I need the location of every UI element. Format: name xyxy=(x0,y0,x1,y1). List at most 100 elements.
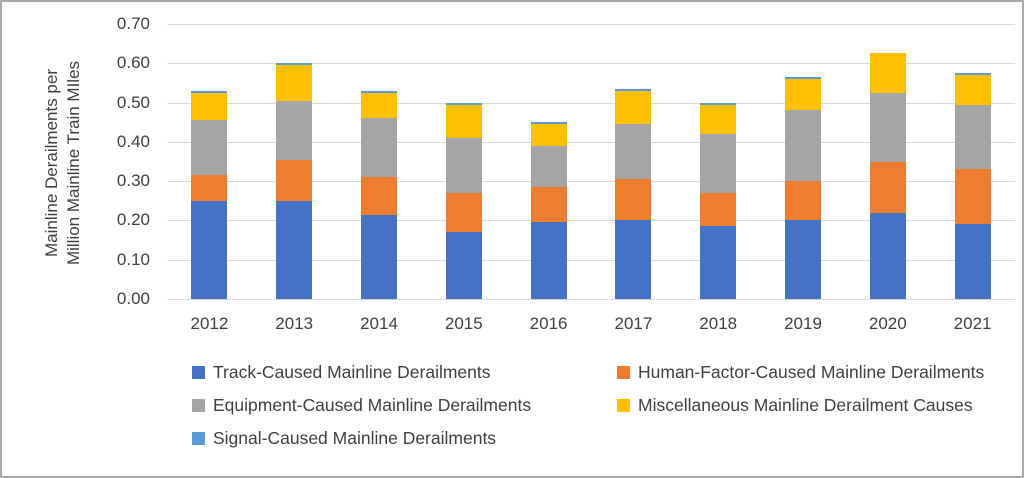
bar-segment xyxy=(276,65,313,101)
bar-segment xyxy=(954,75,991,105)
x-axis-label: 2020 xyxy=(868,314,907,333)
y-tick-label: 0.50 xyxy=(116,92,150,112)
y-tick-label: 0.40 xyxy=(116,131,150,151)
bar-segment xyxy=(954,224,991,299)
gridline xyxy=(167,220,1015,222)
gridline xyxy=(167,63,1015,65)
bar-2017 xyxy=(615,24,652,299)
gridline xyxy=(167,299,1015,300)
bar-segment xyxy=(869,53,906,93)
y-tick-label: 0.00 xyxy=(116,289,150,308)
y-axis-title-line-1: Mainline Derailments per xyxy=(42,68,61,258)
bar-segment xyxy=(530,145,567,188)
bar-segment xyxy=(361,177,397,215)
x-axis-label: 2016 xyxy=(529,314,568,333)
bar-segment xyxy=(191,92,228,121)
bar-segment xyxy=(445,102,482,105)
gridline xyxy=(167,24,1015,25)
bar-segment xyxy=(191,90,228,93)
plot-area xyxy=(167,24,1015,300)
legend-item: Miscellaneous Mainline Derailment Causes xyxy=(617,395,1004,415)
gridline xyxy=(167,181,1015,183)
bar-2016 xyxy=(530,24,567,299)
y-tick-label: 0.20 xyxy=(116,210,150,230)
bar-2019 xyxy=(785,24,821,299)
bar-segment xyxy=(276,200,313,299)
legend-swatch-icon xyxy=(192,398,205,412)
bar-segment xyxy=(954,104,991,170)
legend: Track-Caused Mainline Derailments Human-F… xyxy=(192,362,1004,448)
y-tick-label: 0.70 xyxy=(116,14,150,33)
bar-segment xyxy=(869,92,906,162)
y-tick-label: 0.10 xyxy=(116,249,150,269)
bar-segment xyxy=(785,79,821,111)
gridline xyxy=(167,259,1015,261)
legend-swatch-icon xyxy=(192,431,205,445)
bar-segment xyxy=(700,134,737,193)
gridline xyxy=(167,141,1015,143)
bar-segment xyxy=(869,212,906,299)
legend-item: Human-Factor-Caused Mainline Derailments xyxy=(617,362,1004,382)
x-axis-label: 2021 xyxy=(953,314,992,333)
bar-2013 xyxy=(276,24,313,299)
x-axis-label: 2019 xyxy=(784,314,822,333)
x-axis-label: 2012 xyxy=(190,314,229,333)
bar-segment xyxy=(615,220,652,299)
bar-segment xyxy=(700,102,737,105)
x-axis-label: 2015 xyxy=(444,314,483,333)
bar-segment xyxy=(869,161,906,213)
legend-swatch-icon xyxy=(192,365,205,379)
bar-segment xyxy=(615,179,652,221)
bar-2014 xyxy=(361,24,397,299)
bar-segment xyxy=(530,187,567,223)
legend-swatch-icon xyxy=(617,365,630,379)
bar-2012 xyxy=(191,24,228,299)
bar-segment xyxy=(276,159,313,201)
bar-segment xyxy=(191,175,228,201)
bar-segment xyxy=(276,63,313,66)
bar-segment xyxy=(361,90,397,93)
y-tick-label: 0.60 xyxy=(116,53,150,73)
gridline xyxy=(167,102,1015,104)
legend-item: Track-Caused Mainline Derailments xyxy=(192,362,617,382)
bar-segment xyxy=(445,232,482,299)
bar-segment xyxy=(785,220,821,299)
bar-segment xyxy=(361,214,397,299)
x-axis-label: 2013 xyxy=(275,314,314,333)
bar-segment xyxy=(785,77,821,79)
bar-segment xyxy=(445,192,482,233)
legend-label: Track-Caused Mainline Derailments xyxy=(213,362,491,382)
bar-segment xyxy=(445,137,482,193)
bar-segment xyxy=(276,100,313,160)
bar-2018 xyxy=(700,24,737,299)
bar-segment xyxy=(191,120,228,176)
bar-segment xyxy=(530,222,567,299)
bar-segment xyxy=(361,118,397,178)
x-axis-label: 2017 xyxy=(614,314,653,333)
legend-label: Signal-Caused Mainline Derailments xyxy=(213,428,497,448)
bar-segment xyxy=(785,181,821,221)
bar-segment xyxy=(954,73,991,76)
x-axis-label: 2014 xyxy=(360,314,398,333)
bar-segment xyxy=(785,110,821,182)
bar-segment xyxy=(530,122,567,125)
legend-item: Equipment-Caused Mainline Derailments xyxy=(192,395,617,415)
bar-segment xyxy=(615,90,652,125)
legend-label: Human-Factor-Caused Mainline Derailments xyxy=(638,362,985,382)
bar-segment xyxy=(954,169,991,225)
y-axis-title-line-2: Million Mainline Train MIles xyxy=(64,60,83,266)
bar-segment xyxy=(615,124,652,180)
bar-2021 xyxy=(954,24,991,299)
legend-swatch-icon xyxy=(617,398,630,412)
y-tick-label: 0.30 xyxy=(116,171,150,191)
bar-segment xyxy=(445,104,482,138)
y-axis-title: Mainline Derailments per Million Mainlin… xyxy=(41,11,87,315)
bar-segment xyxy=(191,200,228,299)
bar-segment xyxy=(700,192,737,227)
bar-segment xyxy=(615,88,652,91)
bar-segment xyxy=(700,104,737,134)
x-axis-label: 2018 xyxy=(699,314,738,333)
legend-label: Equipment-Caused Mainline Derailments xyxy=(213,395,532,415)
legend-label: Miscellaneous Mainline Derailment Causes xyxy=(638,395,973,415)
